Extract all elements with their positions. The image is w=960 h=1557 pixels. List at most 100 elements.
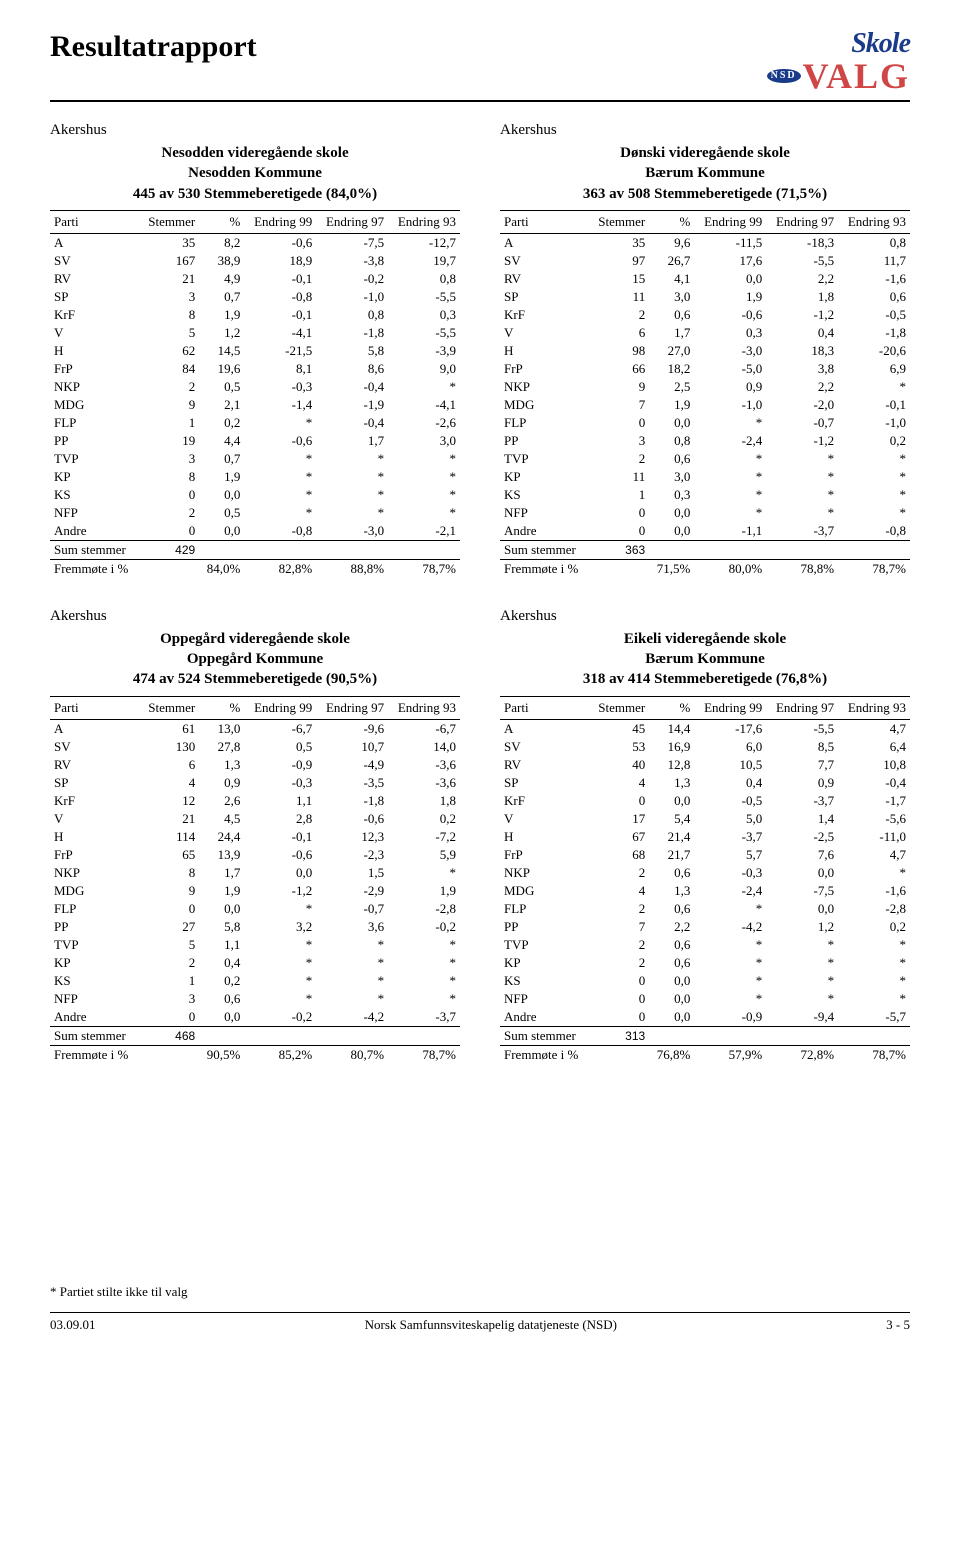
table-row: SV16738,918,9-3,819,7 bbox=[50, 252, 460, 270]
value-cell: 0,0 bbox=[244, 864, 316, 882]
party-cell: SP bbox=[500, 774, 590, 792]
value-cell: * bbox=[694, 468, 766, 486]
table-row: FLP10,2*-0,4-2,6 bbox=[50, 414, 460, 432]
value-cell: 0 bbox=[590, 792, 650, 810]
value-cell: -0,3 bbox=[244, 378, 316, 396]
value-cell: 2 bbox=[140, 954, 200, 972]
value-cell: -2,8 bbox=[838, 900, 910, 918]
value-cell: 167 bbox=[140, 252, 200, 270]
party-cell: FLP bbox=[500, 900, 590, 918]
value-cell: -2,4 bbox=[694, 432, 766, 450]
value-cell: -0,7 bbox=[316, 900, 388, 918]
value-cell: -2,8 bbox=[388, 900, 460, 918]
value-cell: 1,9 bbox=[649, 396, 694, 414]
value-cell: 1,1 bbox=[199, 936, 244, 954]
value-cell: -3,7 bbox=[766, 522, 838, 541]
value-cell: * bbox=[838, 936, 910, 954]
turnout-row: Fremmøte i %84,0%82,8%88,8%78,7% bbox=[50, 559, 460, 578]
value-cell: 98 bbox=[590, 342, 650, 360]
table-row: A6113,0-6,7-9,6-6,7 bbox=[50, 719, 460, 738]
party-cell: A bbox=[500, 719, 590, 738]
school-name: Eikeli videregående skole bbox=[500, 629, 910, 649]
value-cell: -1,0 bbox=[694, 396, 766, 414]
value-cell: -0,3 bbox=[694, 864, 766, 882]
value-cell: 21,4 bbox=[649, 828, 694, 846]
table-row: KrF81,9-0,10,80,3 bbox=[50, 306, 460, 324]
table-row: PP72,2-4,21,20,2 bbox=[500, 918, 910, 936]
value-cell: -3,0 bbox=[316, 522, 388, 541]
value-cell: 1,8 bbox=[388, 792, 460, 810]
value-cell: * bbox=[244, 990, 316, 1008]
value-cell: 5,4 bbox=[649, 810, 694, 828]
value-cell: -0,7 bbox=[766, 414, 838, 432]
value-cell: 62 bbox=[140, 342, 200, 360]
table-row: NFP00,0*** bbox=[500, 504, 910, 522]
value-cell: -0,1 bbox=[244, 270, 316, 288]
table-row: SV9726,717,6-5,511,7 bbox=[500, 252, 910, 270]
value-cell: 1,2 bbox=[766, 918, 838, 936]
table-row: TVP20,6*** bbox=[500, 936, 910, 954]
value-cell: 7 bbox=[590, 396, 650, 414]
value-cell: 0,2 bbox=[199, 414, 244, 432]
table-row: PP30,8-2,4-1,20,2 bbox=[500, 432, 910, 450]
value-cell: -1,0 bbox=[838, 414, 910, 432]
value-cell: -6,7 bbox=[244, 719, 316, 738]
value-cell: 0,0 bbox=[199, 900, 244, 918]
value-cell: -3,8 bbox=[316, 252, 388, 270]
table-row: FrP6513,9-0,6-2,35,9 bbox=[50, 846, 460, 864]
value-cell: 3,0 bbox=[649, 468, 694, 486]
value-cell: -7,5 bbox=[316, 233, 388, 252]
value-cell: 5 bbox=[140, 936, 200, 954]
party-cell: TVP bbox=[500, 936, 590, 954]
value-cell: 1,9 bbox=[388, 882, 460, 900]
value-cell: 2 bbox=[590, 954, 650, 972]
empty-cell bbox=[649, 1026, 694, 1045]
value-cell: 2 bbox=[590, 450, 650, 468]
table-row: FrP6821,75,77,64,7 bbox=[500, 846, 910, 864]
table-row: MDG92,1-1,4-1,9-4,1 bbox=[50, 396, 460, 414]
turnout-value: 82,8% bbox=[244, 559, 316, 578]
value-cell: -4,9 bbox=[316, 756, 388, 774]
party-cell: SV bbox=[500, 738, 590, 756]
value-cell: 8 bbox=[140, 306, 200, 324]
value-cell: 5,0 bbox=[694, 810, 766, 828]
table-row: FLP20,6*0,0-2,8 bbox=[500, 900, 910, 918]
party-cell: FrP bbox=[50, 846, 140, 864]
column-header: Endring 97 bbox=[316, 696, 388, 719]
value-cell: 0,5 bbox=[244, 738, 316, 756]
party-cell: V bbox=[50, 324, 140, 342]
column-header: % bbox=[199, 696, 244, 719]
value-cell: 0,5 bbox=[199, 504, 244, 522]
value-cell: -1,2 bbox=[766, 432, 838, 450]
value-cell: -1,4 bbox=[244, 396, 316, 414]
value-cell: 0,4 bbox=[766, 324, 838, 342]
value-cell: -1,2 bbox=[766, 306, 838, 324]
value-cell: -0,8 bbox=[838, 522, 910, 541]
table-row: PP275,83,23,6-0,2 bbox=[50, 918, 460, 936]
eligible-line: 445 av 530 Stemmeberetigede (84,0%) bbox=[50, 184, 460, 204]
value-cell: 0,0 bbox=[649, 504, 694, 522]
value-cell: -0,6 bbox=[244, 233, 316, 252]
party-cell: KP bbox=[500, 954, 590, 972]
value-cell: * bbox=[838, 504, 910, 522]
value-cell: -1,0 bbox=[316, 288, 388, 306]
value-cell: * bbox=[244, 936, 316, 954]
value-cell: 4,5 bbox=[199, 810, 244, 828]
empty-cell bbox=[838, 1026, 910, 1045]
party-cell: RV bbox=[500, 756, 590, 774]
value-cell: 10,5 bbox=[694, 756, 766, 774]
party-cell: FLP bbox=[50, 900, 140, 918]
table-row: KP20,4*** bbox=[50, 954, 460, 972]
value-cell: 0,2 bbox=[838, 432, 910, 450]
result-section: AkershusOppegård videregående skoleOppeg… bbox=[50, 608, 460, 1064]
column-header: Endring 97 bbox=[766, 210, 838, 233]
value-cell: -0,4 bbox=[838, 774, 910, 792]
value-cell: 5,8 bbox=[316, 342, 388, 360]
table-row: A358,2-0,6-7,5-12,7 bbox=[50, 233, 460, 252]
value-cell: -3,6 bbox=[388, 774, 460, 792]
column-header: Endring 97 bbox=[316, 210, 388, 233]
value-cell: -2,0 bbox=[766, 396, 838, 414]
value-cell: 3 bbox=[140, 990, 200, 1008]
value-cell: * bbox=[694, 414, 766, 432]
value-cell: 0,6 bbox=[649, 450, 694, 468]
